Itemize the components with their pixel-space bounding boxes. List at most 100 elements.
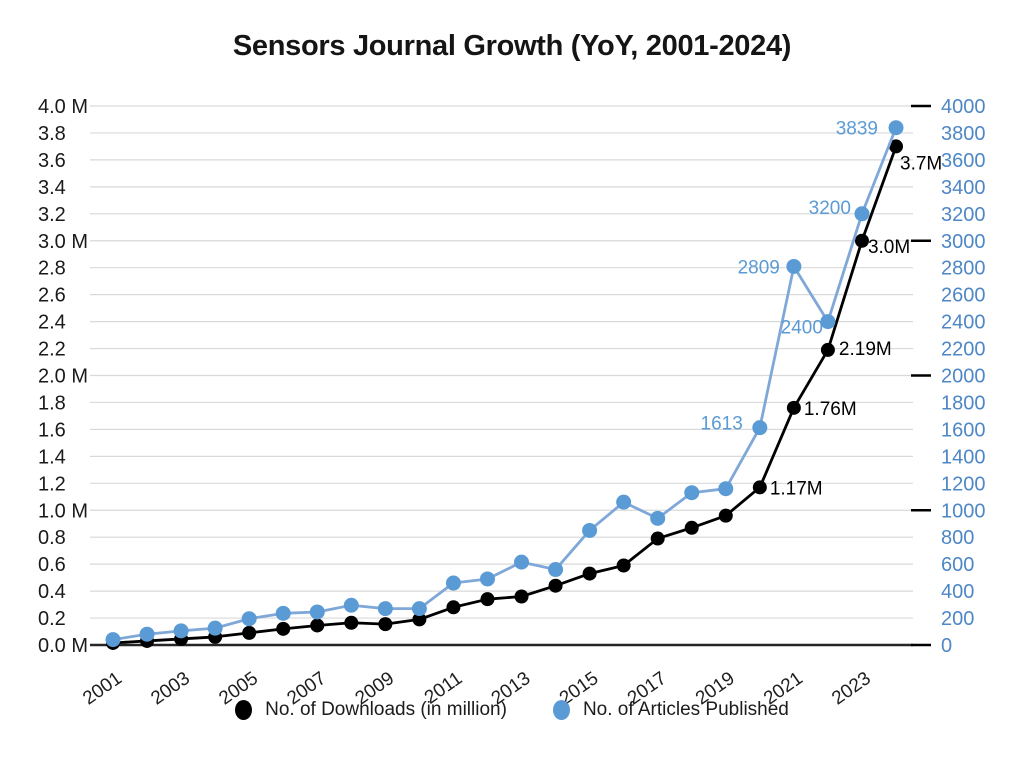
articles-point: [548, 562, 564, 578]
articles-point: [377, 601, 393, 617]
downloads-point: [242, 625, 257, 640]
left-axis-tick-label: 2.4: [38, 312, 66, 334]
downloads-point: [480, 592, 495, 607]
legend-label-articles: No. of Articles Published: [582, 699, 789, 720]
right-axis-tick-label: 200: [941, 608, 974, 630]
left-axis-tick-label: 1.6: [38, 419, 66, 441]
articles-point: [445, 575, 461, 591]
downloads-point-label: 1.17M: [770, 478, 823, 499]
articles-point: [514, 554, 530, 570]
left-axis-tick-label: 0.2: [38, 608, 66, 630]
right-axis-tick-label: 2400: [941, 312, 986, 334]
left-axis-tick-label: 3.6: [38, 150, 66, 172]
articles-point: [650, 510, 666, 526]
right-axis-tick-label: 1400: [941, 446, 986, 468]
downloads-point: [412, 612, 427, 627]
right-axis-tick-label: 600: [941, 554, 974, 576]
articles-point: [888, 120, 904, 136]
right-axis-tick-label: 800: [941, 527, 974, 549]
legend: No. of Downloads (in million) No. of Art…: [0, 699, 1024, 721]
right-axis-tick-label: 4000: [941, 96, 986, 118]
downloads-point: [752, 480, 767, 495]
legend-label-downloads: No. of Downloads (in million): [265, 699, 507, 720]
articles-point-label: 3839: [836, 119, 878, 140]
legend-item-articles: No. of Articles Published: [552, 699, 789, 721]
downloads-point: [310, 618, 325, 633]
right-axis-tick-label: 2000: [941, 366, 986, 388]
downloads-point: [854, 233, 869, 248]
chart-title: Sensors Journal Growth (YoY, 2001-2024): [232, 30, 792, 62]
articles-point-label: 3200: [809, 198, 851, 219]
left-axis-tick-label: 4.0 M: [38, 96, 88, 118]
left-axis-tick-label: 2.2: [38, 339, 66, 361]
right-axis-tick-label: 400: [941, 581, 974, 603]
downloads-point: [650, 531, 665, 546]
right-axis-tick-label: 2200: [941, 339, 986, 361]
downloads-point-label: 1.76M: [804, 399, 857, 420]
articles-point: [105, 632, 121, 648]
downloads-line: [112, 145, 898, 645]
left-axis-tick-label: 3.8: [38, 123, 66, 145]
legend-item-downloads: No. of Downloads (in million): [235, 699, 507, 721]
downloads-point: [344, 615, 359, 630]
articles-point: [343, 597, 359, 613]
articles-point: [820, 314, 836, 330]
right-axis-tick-label: 1000: [941, 500, 986, 522]
right-axis-tick-label: 3000: [941, 231, 986, 253]
right-axis-tick-label: 3600: [941, 150, 986, 172]
articles-point: [479, 571, 495, 587]
downloads-point: [378, 617, 393, 632]
downloads-point: [514, 589, 529, 604]
articles-point-label: 2400: [781, 318, 823, 339]
articles-point: [752, 420, 768, 436]
left-axis-tick-label: 1.4: [38, 446, 66, 468]
left-axis-tick-label: 0.6: [38, 554, 66, 576]
left-axis-tick-label: 3.4: [38, 177, 66, 199]
downloads-point: [718, 508, 733, 523]
downloads-point: [582, 566, 597, 581]
right-axis-tick-label: 2600: [941, 285, 986, 307]
left-axis-tick-label: 1.0 M: [38, 500, 88, 522]
left-axis-tick-label: 1.2: [38, 473, 66, 495]
right-axis-tick-label: 1800: [941, 392, 986, 414]
right-axis-tick-label: 1600: [941, 419, 986, 441]
right-axis-tick-label: 3200: [941, 204, 986, 226]
articles-point: [582, 522, 598, 538]
left-axis-tick-label: 1.8: [38, 392, 66, 414]
articles-point: [718, 481, 734, 497]
downloads-point: [276, 621, 291, 636]
downloads-series-marker-icon: [235, 700, 253, 720]
articles-point: [684, 485, 700, 501]
downloads-point-label: 3.7M: [900, 153, 942, 174]
left-axis-tick-label: 2.6: [38, 285, 66, 307]
left-axis-tick-label: 0.4: [38, 581, 66, 603]
right-axis-tick-label: 1200: [941, 473, 986, 495]
articles-point: [786, 258, 802, 274]
downloads-point: [820, 342, 835, 357]
left-axis-tick-label: 0.0 M: [38, 635, 88, 657]
articles-point: [207, 620, 223, 636]
left-axis-tick-label: 0.8: [38, 527, 66, 549]
right-axis-tick-label: 3800: [941, 123, 986, 145]
left-axis-tick-label: 2.0 M: [38, 366, 88, 388]
downloads-point: [786, 400, 801, 415]
right-axis-tick-label: 2800: [941, 258, 986, 280]
left-axis-tick-label: 3.0 M: [38, 231, 88, 253]
downloads-point: [889, 139, 903, 154]
articles-point: [173, 623, 189, 639]
left-axis-tick-label: 3.2: [38, 204, 66, 226]
downloads-point-label: 2.19M: [839, 339, 892, 360]
articles-line: [112, 127, 898, 641]
articles-point: [139, 626, 155, 642]
articles-point: [616, 494, 632, 510]
articles-point: [411, 601, 427, 617]
articles-point-label: 2809: [738, 257, 780, 278]
articles-series-marker-icon: [552, 700, 570, 720]
right-axis-tick-label: 0: [941, 635, 952, 657]
left-axis-tick-label: 2.8: [38, 258, 66, 280]
right-axis-tick-label: 3400: [941, 177, 986, 199]
downloads-point-label: 3.0M: [868, 237, 910, 258]
articles-point: [241, 611, 257, 627]
